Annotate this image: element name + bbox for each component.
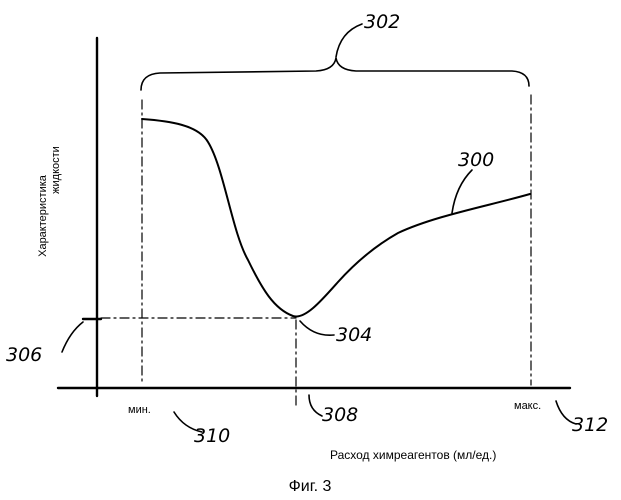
ref-302: 302 xyxy=(364,11,400,33)
leader-302 xyxy=(336,24,362,57)
ref-312: 312 xyxy=(572,414,608,436)
ref-308: 308 xyxy=(322,404,358,426)
x-axis-label: Расход химреагентов (мл/ед.) xyxy=(330,448,496,462)
tick-label-min: мин. xyxy=(128,404,151,416)
leader-306 xyxy=(62,322,83,352)
figure-caption: Фиг. 3 xyxy=(289,478,332,495)
range-brace xyxy=(141,58,529,90)
y-axis-label-line2: жидкости xyxy=(50,146,62,194)
leader-300 xyxy=(452,170,472,213)
tick-label-max: макс. xyxy=(514,400,541,412)
ref-310: 310 xyxy=(194,425,230,447)
ref-300: 300 xyxy=(458,149,494,171)
leader-304 xyxy=(300,321,334,335)
y-axis-label-line1: Характеристика xyxy=(37,174,49,257)
ref-304: 304 xyxy=(336,324,372,346)
ref-306: 306 xyxy=(6,344,42,366)
leader-308 xyxy=(309,395,322,416)
